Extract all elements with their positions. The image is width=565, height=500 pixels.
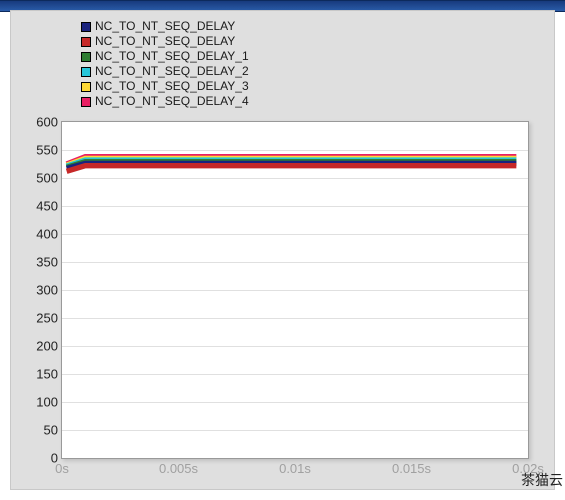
x-tick-label: 0.015s: [392, 461, 431, 476]
y-tick-label: 600: [36, 115, 58, 130]
y-tick-label: 300: [36, 283, 58, 298]
legend-label: NC_TO_NT_SEQ_DELAY_3: [95, 79, 249, 94]
x-tick-label: 0s: [55, 461, 69, 476]
y-tick-label: 200: [36, 339, 58, 354]
legend-item: NC_TO_NT_SEQ_DELAY_1: [81, 49, 249, 64]
y-tick-label: 450: [36, 199, 58, 214]
legend-item: NC_TO_NT_SEQ_DELAY: [81, 19, 249, 34]
plot-area: 0501001502002503003504004505005506000s0.…: [61, 121, 529, 459]
app-window: NC_TO_NT_SEQ_DELAYNC_TO_NT_SEQ_DELAYNC_T…: [0, 0, 565, 500]
legend-label: NC_TO_NT_SEQ_DELAY_2: [95, 64, 249, 79]
y-tick-label: 350: [36, 255, 58, 270]
x-tick-label: 0.01s: [279, 461, 311, 476]
legend-label: NC_TO_NT_SEQ_DELAY: [95, 34, 235, 49]
legend-label: NC_TO_NT_SEQ_DELAY_4: [95, 94, 249, 109]
chart-panel: NC_TO_NT_SEQ_DELAYNC_TO_NT_SEQ_DELAYNC_T…: [10, 10, 555, 490]
legend-swatch: [81, 97, 91, 107]
y-tick-label: 500: [36, 171, 58, 186]
y-tick-label: 250: [36, 311, 58, 326]
watermark-text: 茶猫云: [521, 470, 563, 490]
y-tick-label: 550: [36, 143, 58, 158]
y-tick-label: 100: [36, 395, 58, 410]
series-line: [67, 166, 517, 172]
legend-item: NC_TO_NT_SEQ_DELAY_2: [81, 64, 249, 79]
legend: NC_TO_NT_SEQ_DELAYNC_TO_NT_SEQ_DELAYNC_T…: [81, 19, 249, 109]
plot-area-wrap: 0501001502002503003504004505005506000s0.…: [61, 121, 529, 459]
legend-item: NC_TO_NT_SEQ_DELAY_3: [81, 79, 249, 94]
legend-swatch: [81, 67, 91, 77]
legend-swatch: [81, 82, 91, 92]
legend-label: NC_TO_NT_SEQ_DELAY: [95, 19, 235, 34]
legend-swatch: [81, 22, 91, 32]
x-tick-label: 0.005s: [159, 461, 198, 476]
series-svg: [62, 122, 528, 458]
y-tick-label: 150: [36, 367, 58, 382]
legend-swatch: [81, 52, 91, 62]
legend-item: NC_TO_NT_SEQ_DELAY_4: [81, 94, 249, 109]
y-tick-label: 400: [36, 227, 58, 242]
legend-item: NC_TO_NT_SEQ_DELAY: [81, 34, 249, 49]
legend-label: NC_TO_NT_SEQ_DELAY_1: [95, 49, 249, 64]
legend-swatch: [81, 37, 91, 47]
y-tick-label: 50: [44, 423, 58, 438]
